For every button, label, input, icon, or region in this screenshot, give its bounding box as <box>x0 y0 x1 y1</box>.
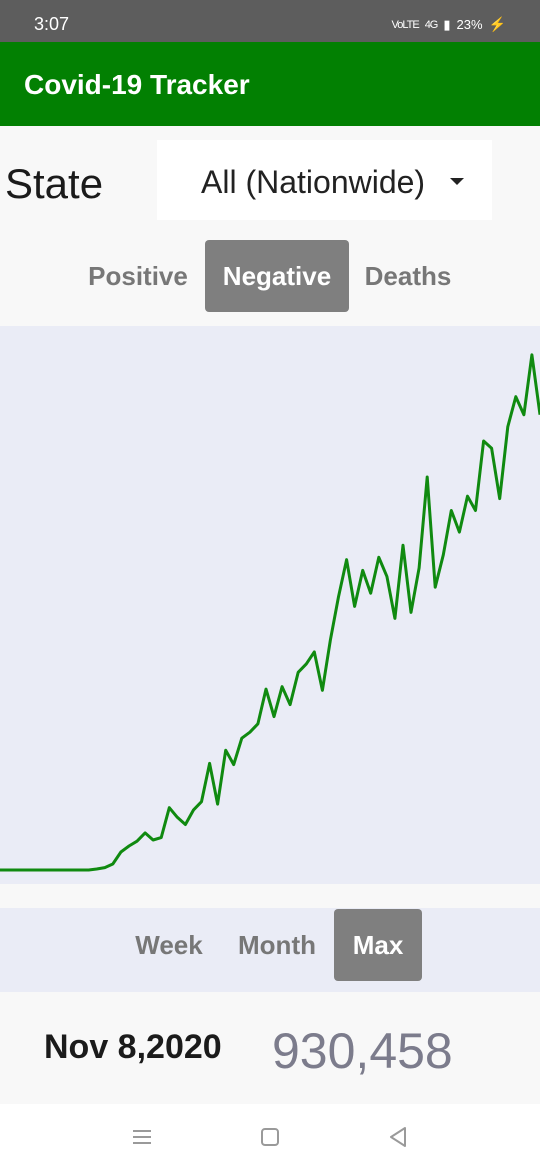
charging-icon: ⚡ <box>489 16 506 33</box>
tab-negative[interactable]: Negative <box>205 240 349 312</box>
range-max-button[interactable]: Max <box>334 909 422 981</box>
tab-deaths[interactable]: Deaths <box>358 240 458 312</box>
status-bar: 3:07 VoLTE 4G ▮ 23% ⚡ <box>0 0 540 42</box>
state-row: State All (Nationwide) <box>0 126 540 228</box>
range-bar: Week Month Max <box>0 908 540 992</box>
signal-icon: ▮ <box>443 17 450 33</box>
status-indicators: VoLTE 4G ▮ 23% ⚡ <box>391 16 506 33</box>
menu-icon[interactable] <box>129 1124 155 1150</box>
system-nav-bar <box>0 1104 540 1170</box>
range-month-button[interactable]: Month <box>232 909 322 981</box>
battery-level: 23% <box>457 17 483 32</box>
home-square-icon[interactable] <box>257 1124 283 1150</box>
app-title: Covid-19 Tracker <box>24 69 250 101</box>
readout-value: 930,458 <box>272 1022 453 1080</box>
volte-indicator: VoLTE <box>391 19 418 31</box>
range-week-button[interactable]: Week <box>128 909 210 981</box>
metric-tabs: Positive Negative Deaths <box>0 240 540 314</box>
negative-series-line <box>0 355 540 870</box>
status-time: 3:07 <box>34 14 69 35</box>
state-dropdown[interactable]: All (Nationwide) <box>157 140 492 220</box>
readout-date: Nov 8,2020 <box>44 1028 222 1067</box>
app-bar: Covid-19 Tracker <box>0 42 540 126</box>
line-chart <box>0 326 540 884</box>
chart-area[interactable] <box>0 326 540 884</box>
tab-positive[interactable]: Positive <box>80 240 196 312</box>
state-label: State <box>5 160 103 208</box>
dropdown-arrow-icon <box>450 178 464 185</box>
back-triangle-icon[interactable] <box>385 1124 411 1150</box>
readout-panel: Nov 8,2020 930,458 <box>0 992 540 1104</box>
state-dropdown-value: All (Nationwide) <box>201 164 425 201</box>
network-type-indicator: 4G <box>425 19 438 31</box>
